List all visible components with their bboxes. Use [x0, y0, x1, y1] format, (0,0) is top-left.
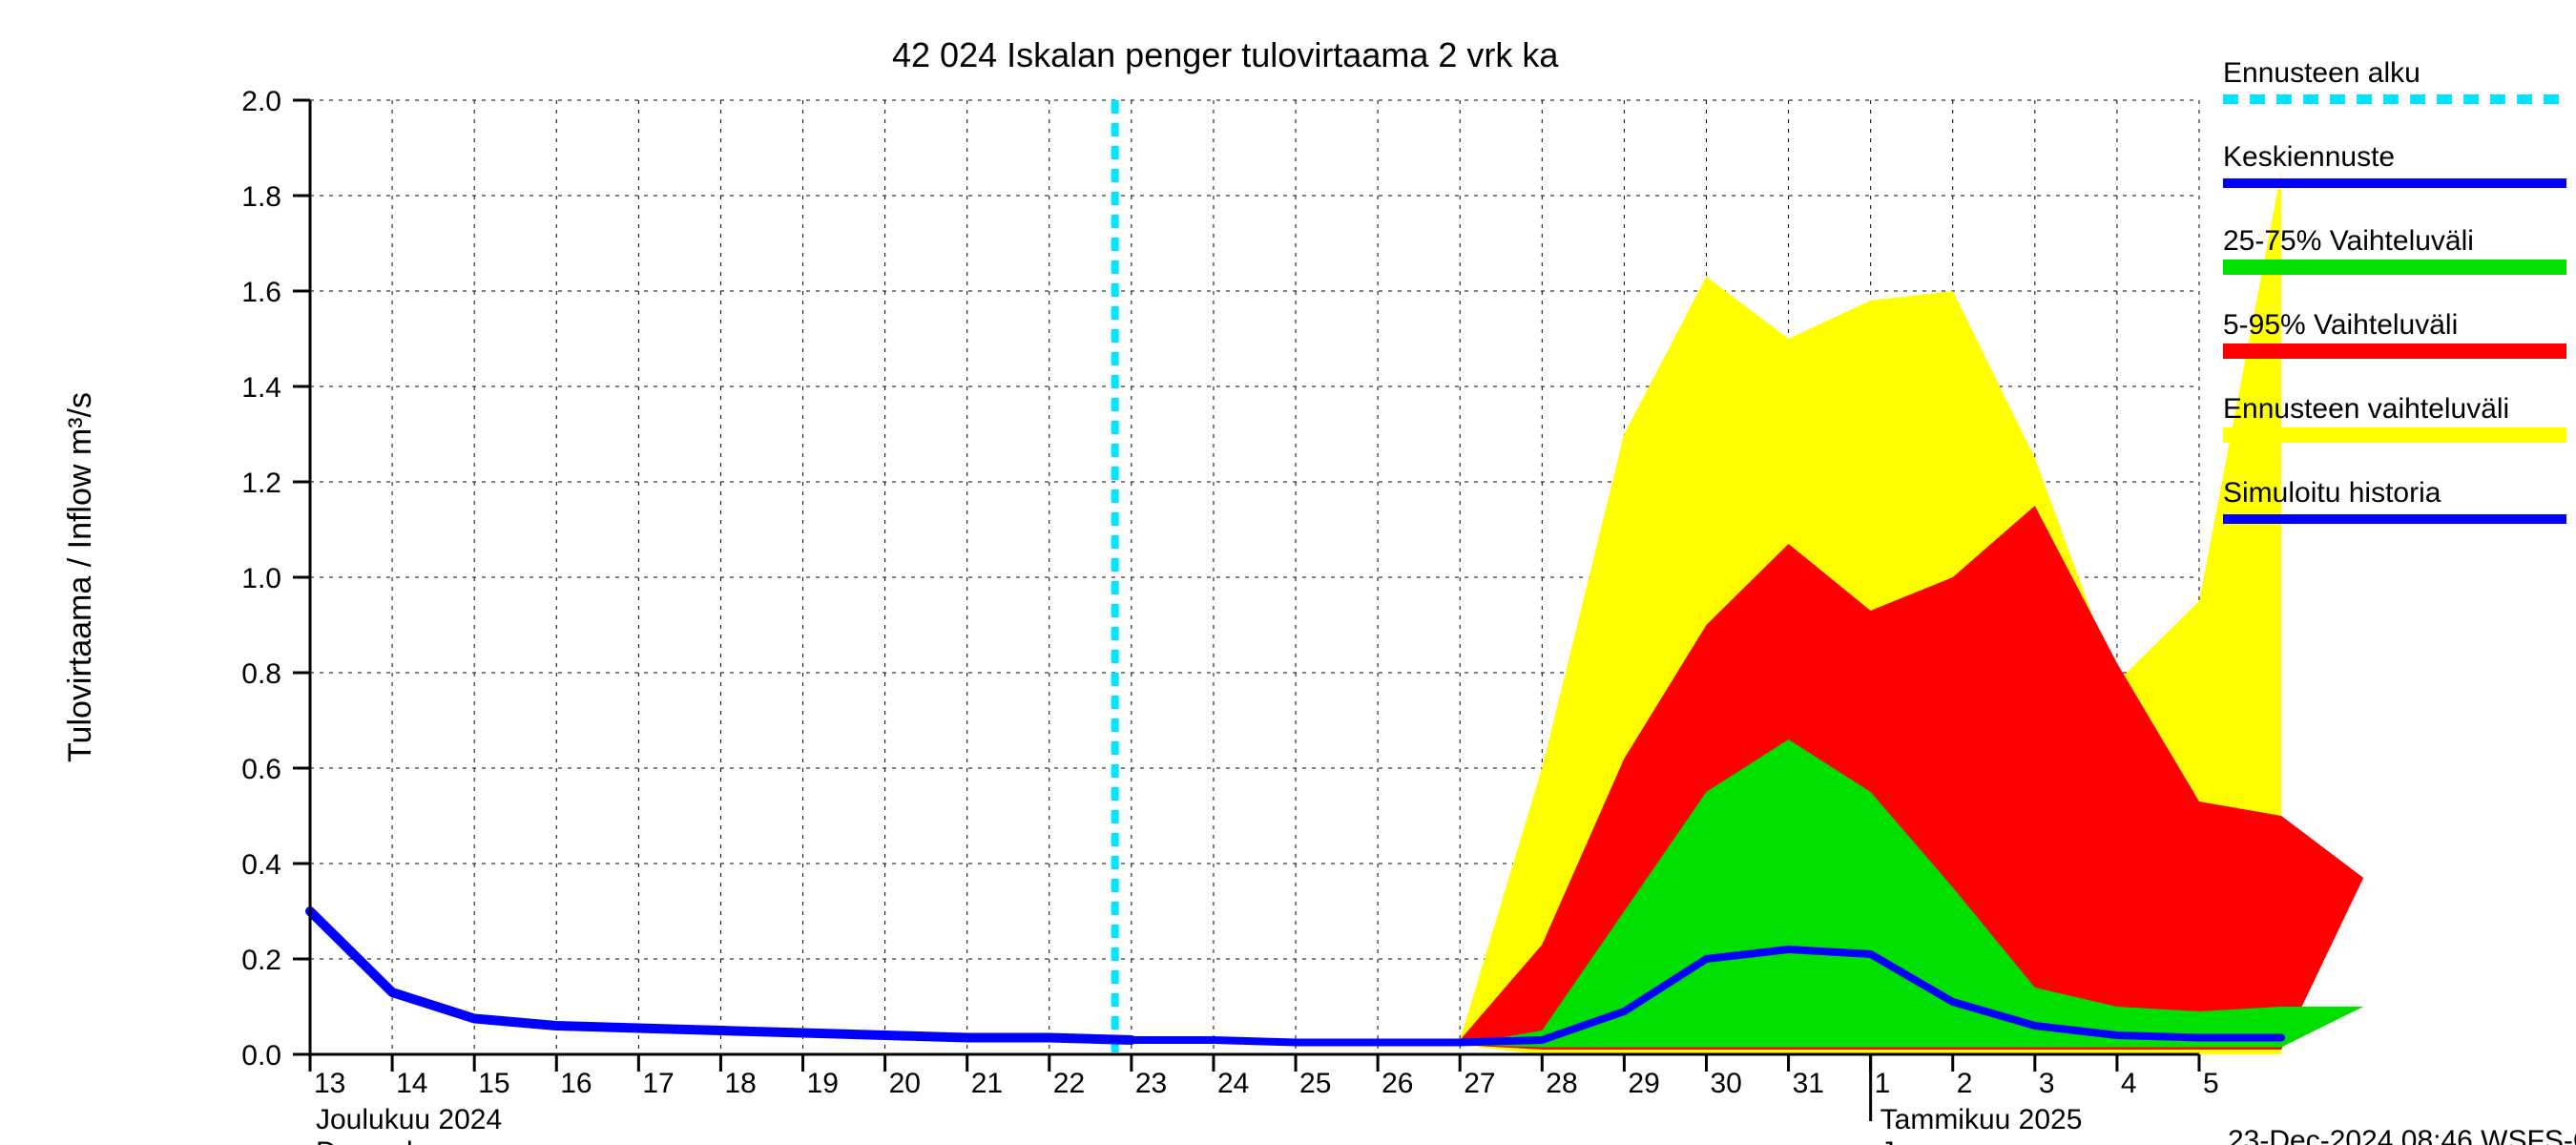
legend-swatch-band: [2223, 344, 2566, 359]
x-tick-label: 20: [889, 1068, 921, 1099]
x-tick-label: 27: [1464, 1068, 1495, 1099]
x-tick-label: 28: [1546, 1068, 1577, 1099]
legend-label: Keskiennuste: [2223, 141, 2395, 173]
y-tick-label: 1.2: [241, 468, 281, 499]
x-tick-label: 31: [1793, 1068, 1824, 1099]
legend-label: Simuloitu historia: [2223, 477, 2441, 509]
x-tick-label: 22: [1053, 1068, 1085, 1099]
legend-swatch-band: [2223, 260, 2566, 275]
x-tick-label: 25: [1299, 1068, 1331, 1099]
x-tick-label: 13: [314, 1068, 345, 1099]
y-tick-label: 0.2: [241, 945, 281, 976]
x-tick-label: 24: [1217, 1068, 1249, 1099]
legend-label: 5-95% Vaihteluväli: [2223, 309, 2458, 341]
x-tick-label: 1: [1875, 1068, 1891, 1099]
chart-title: 42 024 Iskalan penger tulovirtaama 2 vrk…: [892, 35, 1559, 74]
month2-en: January: [1880, 1136, 1983, 1145]
x-tick-label: 26: [1381, 1068, 1413, 1099]
month1-fi: Joulukuu 2024: [316, 1104, 502, 1135]
x-tick-label: 18: [724, 1068, 756, 1099]
y-axis-label: Tulovirtaama / Inflow m³/s: [62, 392, 98, 762]
x-tick-label: 30: [1710, 1068, 1741, 1099]
legend-swatch-band: [2223, 427, 2566, 443]
y-tick-label: 1.6: [241, 277, 281, 308]
y-tick-label: 1.0: [241, 563, 281, 594]
x-tick-label: 19: [807, 1068, 839, 1099]
y-tick-label: 1.8: [241, 181, 281, 213]
legend-label: 25-75% Vaihteluväli: [2223, 225, 2474, 257]
x-tick-label: 15: [478, 1068, 509, 1099]
x-tick-label: 14: [396, 1068, 427, 1099]
legend-label: Ennusteen alku: [2223, 57, 2420, 89]
x-tick-label: 17: [642, 1068, 674, 1099]
y-tick-label: 0.8: [241, 658, 281, 690]
x-tick-label: 3: [2039, 1068, 2055, 1099]
x-tick-label: 5: [2203, 1068, 2219, 1099]
chart-svg: 42 024 Iskalan penger tulovirtaama 2 vrk…: [0, 0, 2576, 1145]
month1-en: December: [316, 1136, 447, 1145]
footer-timestamp: 23-Dec-2024 08:46 WSFS-O: [2228, 1125, 2576, 1145]
x-tick-label: 23: [1135, 1068, 1167, 1099]
x-tick-label: 16: [560, 1068, 592, 1099]
x-tick-label: 2: [1957, 1068, 1973, 1099]
y-tick-label: 0.6: [241, 754, 281, 785]
legend-label: Ennusteen vaihteluväli: [2223, 393, 2509, 425]
x-tick-label: 29: [1628, 1068, 1659, 1099]
chart-container: 42 024 Iskalan penger tulovirtaama 2 vrk…: [0, 0, 2576, 1145]
y-tick-label: 2.0: [241, 86, 281, 117]
y-tick-label: 0.4: [241, 849, 281, 881]
y-tick-label: 0.0: [241, 1040, 281, 1072]
y-tick-label: 1.4: [241, 372, 281, 404]
x-tick-label: 4: [2121, 1068, 2137, 1099]
x-tick-label: 21: [971, 1068, 1003, 1099]
month2-fi: Tammikuu 2025: [1880, 1104, 2083, 1135]
